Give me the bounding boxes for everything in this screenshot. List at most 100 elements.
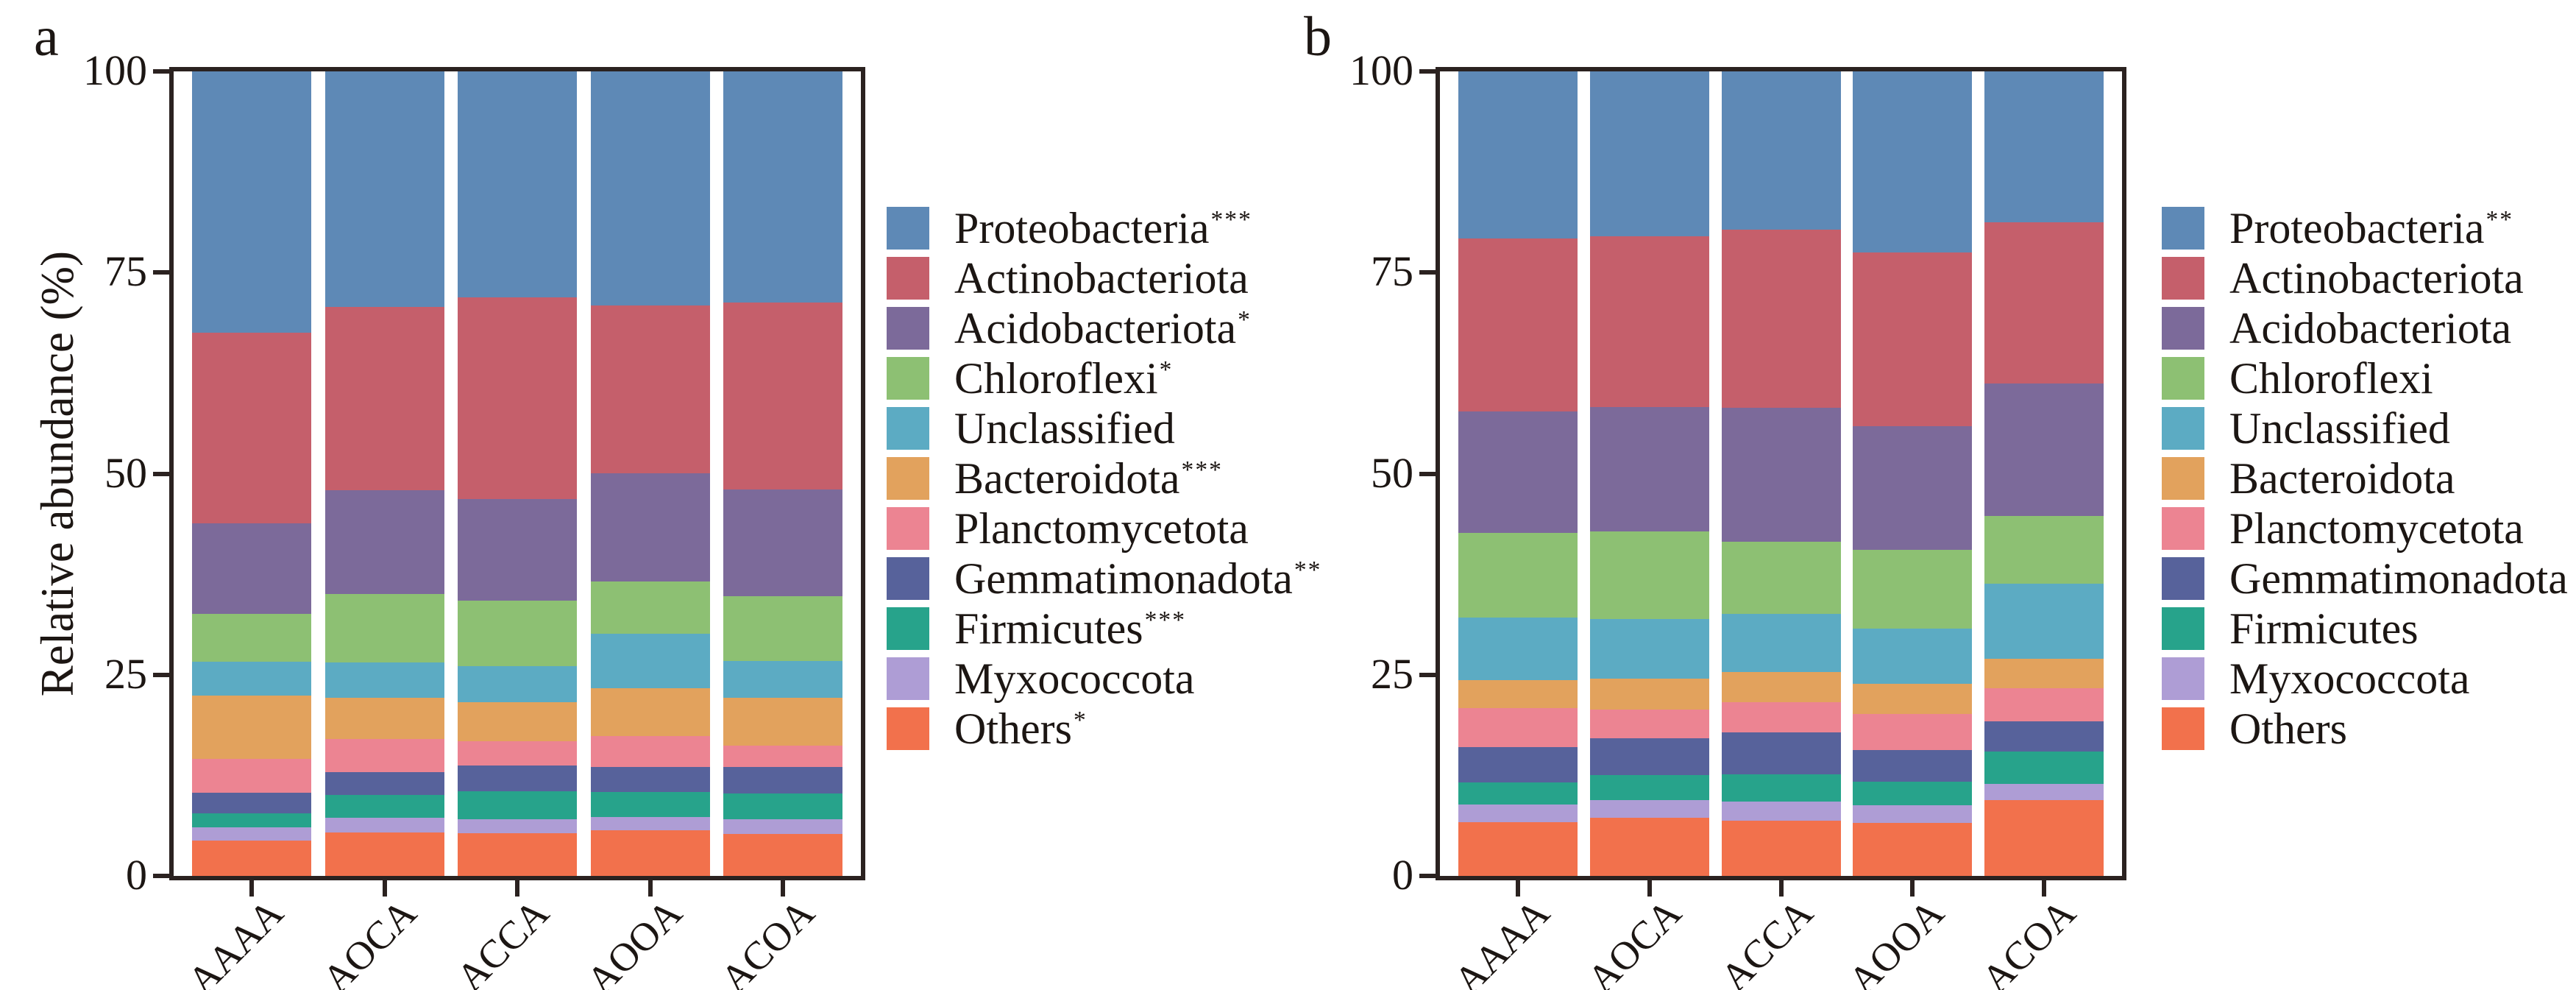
- bar-segment-gemmatimonadota: [1721, 732, 1841, 775]
- legend-swatch-gemmatimonadota: [887, 557, 929, 600]
- significance-asterisks: ***: [1210, 206, 1252, 234]
- bar-segment-actinobacteriota: [324, 307, 444, 491]
- x-tick-mark: [648, 880, 653, 897]
- x-tick-mark: [249, 880, 254, 897]
- bar-segment-actinobacteriota: [1721, 230, 1841, 408]
- panel-b-plot-area: [1436, 67, 2126, 880]
- legend-label-acidobacteriota: Acidobacteriota: [2229, 304, 2512, 353]
- bar-segment-firmicutes: [1984, 751, 2104, 785]
- legend-label-planctomycetota: Planctomycetota: [954, 504, 1249, 553]
- bar-segment-proteobacteria: [1853, 71, 1973, 252]
- legend-label-unclassified: Unclassified: [2229, 404, 2450, 453]
- legend-swatch-firmicutes: [887, 607, 929, 650]
- bar-segment-acidobacteriota: [1721, 407, 1841, 542]
- legend-swatch-acidobacteriota: [887, 307, 929, 350]
- bar-segment-acidobacteriota: [590, 473, 710, 581]
- legend-label-gemmatimonadota: Gemmatimonadota: [2229, 554, 2568, 603]
- bar-segment-planctomycetota: [1721, 701, 1841, 733]
- legend-swatch-chloroflexi: [887, 357, 929, 400]
- bar-segment-gemmatimonadota: [1984, 721, 2104, 752]
- legend-label-chloroflexi: Chloroflexi: [2229, 354, 2433, 403]
- bar-segment-firmicutes: [1853, 782, 1973, 805]
- legend-label-firmicutes: Firmicutes***: [954, 604, 1187, 653]
- bar-a-AAAA: [192, 71, 311, 876]
- bar-segment-acidobacteriota: [1853, 426, 1973, 551]
- bar-segment-proteobacteria: [1721, 71, 1841, 230]
- panel-b-legend: Proteobacteria** Actinobacteriota Acidobac…: [2162, 203, 2568, 754]
- legend-swatch-planctomycetota: [2162, 507, 2204, 550]
- bar-a-ACCA: [458, 71, 577, 876]
- legend-swatch-planctomycetota: [887, 507, 929, 550]
- bar-segment-others: [1853, 822, 1973, 876]
- bar-segment-gemmatimonadota: [590, 767, 710, 793]
- legend-item-gemmatimonadota: Gemmatimonadota**: [887, 554, 1321, 604]
- legend-item-chloroflexi: Chloroflexi*: [887, 353, 1321, 403]
- x-tick-mark: [2042, 880, 2046, 897]
- x-tick-label-ACOA: ACOA: [712, 890, 823, 990]
- bar-segment-actinobacteriota: [458, 297, 577, 500]
- legend-swatch-chloroflexi: [2162, 357, 2204, 400]
- bar-segment-acidobacteriota: [324, 490, 444, 595]
- legend-item-firmicutes: Firmicutes: [2162, 604, 2568, 654]
- y-tick-label: 100: [1349, 46, 1413, 94]
- bar-segment-others: [1589, 818, 1709, 876]
- legend-item-others: Others: [2162, 704, 2568, 754]
- y-tick-label: 75: [104, 247, 147, 296]
- bar-segment-chloroflexi: [1853, 550, 1973, 629]
- bar-segment-proteobacteria: [723, 71, 842, 303]
- bar-segment-gemmatimonadota: [1853, 750, 1973, 782]
- bar-b-AOCA: [1589, 71, 1709, 876]
- bar-segment-unclassified: [1721, 613, 1841, 673]
- legend-label-proteobacteria: Proteobacteria**: [2229, 204, 2514, 252]
- bar-segment-myxococcota: [1984, 784, 2104, 801]
- significance-asterisks: *: [1073, 707, 1087, 735]
- bar-segment-chloroflexi: [723, 595, 842, 662]
- legend-item-actinobacteriota: Actinobacteriota: [887, 253, 1321, 303]
- legend-item-myxococcota: Myxococcota: [887, 654, 1321, 704]
- bar-segment-planctomycetota: [192, 759, 311, 793]
- bar-segment-bacteroidota: [324, 698, 444, 740]
- bar-segment-planctomycetota: [458, 741, 577, 766]
- legend-swatch-actinobacteriota: [2162, 257, 2204, 300]
- y-tick-mark: [153, 69, 169, 74]
- panel-b-bars: [1440, 71, 2122, 876]
- legend-label-chloroflexi: Chloroflexi*: [954, 354, 1174, 403]
- y-tick-label: 25: [104, 649, 147, 698]
- legend-item-acidobacteriota: Acidobacteriota: [2162, 303, 2568, 353]
- legend-item-others: Others*: [887, 704, 1321, 754]
- legend-swatch-firmicutes: [2162, 607, 2204, 650]
- bar-segment-bacteroidota: [1984, 658, 2104, 689]
- y-tick-mark: [1419, 874, 1436, 878]
- x-tick-mark: [515, 880, 519, 897]
- bar-segment-gemmatimonadota: [723, 767, 842, 794]
- y-tick-mark: [153, 270, 169, 275]
- bar-segment-proteobacteria: [590, 71, 710, 306]
- bar-segment-actinobacteriota: [723, 302, 842, 490]
- significance-asterisks: ***: [1181, 456, 1223, 484]
- bar-segment-firmicutes: [324, 794, 444, 818]
- y-tick-label: 50: [104, 448, 147, 497]
- bar-segment-unclassified: [1458, 618, 1578, 681]
- bar-segment-chloroflexi: [192, 613, 311, 662]
- bar-segment-others: [1458, 821, 1578, 876]
- bar-segment-planctomycetota: [723, 745, 842, 768]
- x-tick-mark: [1516, 880, 1520, 897]
- legend-item-gemmatimonadota: Gemmatimonadota: [2162, 554, 2568, 604]
- bar-segment-myxococcota: [723, 819, 842, 835]
- bar-b-AAAA: [1458, 71, 1578, 876]
- x-tick-label-AAAA: AAAA: [179, 890, 292, 990]
- bar-segment-bacteroidota: [1853, 683, 1973, 715]
- bar-segment-acidobacteriota: [192, 523, 311, 614]
- bar-segment-unclassified: [1589, 619, 1709, 679]
- x-tick-label-ACCA: ACCA: [1711, 890, 1822, 990]
- legend-item-proteobacteria: Proteobacteria**: [2162, 203, 2568, 253]
- legend-label-bacteroidota: Bacteroidota***: [954, 454, 1223, 503]
- bar-segment-unclassified: [590, 633, 710, 689]
- bar-segment-firmicutes: [590, 792, 710, 818]
- bar-segment-planctomycetota: [1853, 714, 1973, 751]
- legend-swatch-acidobacteriota: [2162, 307, 2204, 350]
- bar-segment-bacteroidota: [1458, 680, 1578, 708]
- legend-swatch-myxococcota: [2162, 657, 2204, 700]
- bar-segment-gemmatimonadota: [192, 793, 311, 813]
- bar-segment-actinobacteriota: [1853, 252, 1973, 426]
